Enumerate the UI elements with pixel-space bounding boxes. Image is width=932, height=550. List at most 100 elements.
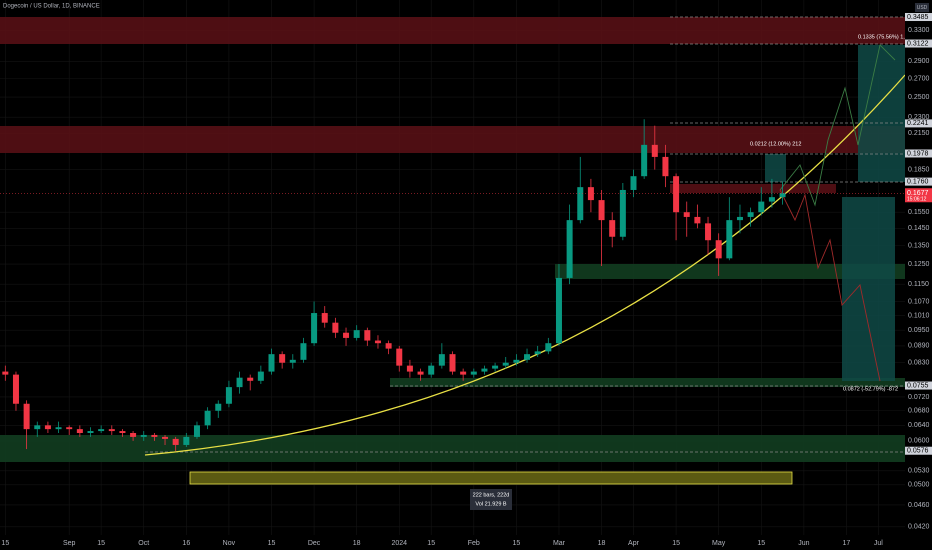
y-tick-label: 0.0890	[908, 343, 930, 350]
candle-body	[215, 403, 222, 411]
level-tag	[905, 39, 932, 48]
y-tick-label: 0.2500	[908, 94, 930, 101]
candle-body	[396, 348, 403, 366]
candle-body	[747, 212, 754, 217]
projection-up	[779, 44, 896, 207]
y-tick-label: 0.0600	[908, 438, 930, 445]
y-tick-label: 0.1250	[908, 261, 930, 268]
trend-curve	[144, 74, 906, 456]
y-tick-label: 0.0830	[908, 360, 930, 367]
candle-body	[428, 365, 435, 375]
x-tick-label: Oct	[138, 540, 149, 547]
y-tick-label: 0.1150	[908, 281, 929, 288]
candle-body	[438, 354, 445, 366]
candle-body	[502, 362, 509, 366]
candle-body	[268, 354, 275, 372]
y-tick-label: 0.0640	[908, 422, 930, 429]
x-tick-label: 15	[512, 540, 520, 547]
candle-body	[257, 371, 264, 381]
x-tick-label: Dec	[308, 540, 321, 547]
candle-body	[119, 431, 126, 433]
position-label: 0.1335 (75.56%) 1,	[858, 34, 905, 40]
x-tick-label: 18	[598, 540, 606, 547]
level-tag-label: 0.1978	[907, 150, 929, 157]
y-tick-label: 0.1070	[908, 298, 930, 305]
level-tag	[905, 381, 932, 390]
y-tick-label: 0.2900	[908, 58, 930, 65]
candle-body	[385, 343, 392, 349]
level-tag-label: 0.3485	[907, 14, 929, 21]
level-lines	[145, 16, 905, 453]
level-tag	[905, 149, 932, 158]
candle-body	[332, 322, 339, 333]
level-tag	[905, 13, 932, 22]
x-tick-label: 17	[843, 540, 851, 547]
resistance-zone	[0, 17, 905, 44]
candle-body	[44, 425, 51, 430]
level-tag	[905, 177, 932, 186]
candle-body	[2, 371, 9, 375]
candle-body	[374, 340, 381, 344]
candle-body	[577, 187, 584, 221]
candle-body	[768, 197, 775, 202]
candle-body	[587, 187, 594, 201]
candle-body	[449, 354, 456, 372]
y-tick-label: 0.1350	[908, 242, 930, 249]
long-position	[765, 154, 786, 182]
candle-body	[534, 351, 541, 355]
candle-body	[460, 371, 467, 375]
currency-box	[915, 3, 929, 12]
candle-body	[66, 427, 73, 430]
level-tag-label: 0.2241	[907, 120, 929, 127]
candle-body	[492, 365, 499, 369]
position-label: 0.0872 (-52.79%) -872	[843, 386, 898, 392]
candle-body	[247, 377, 254, 381]
candle-body	[513, 359, 520, 363]
short-position	[842, 197, 895, 381]
candle-body	[705, 223, 712, 241]
x-tick-label: Nov	[223, 540, 236, 547]
x-tick-label: 15	[757, 540, 765, 547]
candle-body	[779, 193, 786, 198]
x-tick-label: 15	[1, 540, 9, 547]
candle-body	[76, 429, 83, 433]
candle-body	[598, 200, 605, 221]
candle-body	[162, 436, 169, 439]
x-tick-label: 15	[97, 540, 105, 547]
y-tick-label: 0.0420	[908, 524, 930, 531]
candle-body	[183, 436, 190, 445]
candle-body	[417, 371, 424, 375]
x-tick-label: 2024	[391, 540, 407, 547]
candle-body	[23, 403, 30, 430]
candle-body	[662, 156, 669, 177]
x-tick-label: Feb	[468, 540, 480, 547]
candle-body	[108, 429, 115, 432]
y-tick-label: 0.0680	[908, 408, 930, 415]
drawings	[0, 16, 906, 510]
level-tag-label: 0.0576	[907, 448, 929, 455]
resistance-zone	[0, 126, 905, 153]
currency: USD	[917, 5, 928, 11]
candle-body	[481, 368, 488, 372]
y-tick-label: 0.1550	[908, 209, 930, 216]
candle-body	[641, 144, 648, 177]
x-tick-label: Mar	[553, 540, 566, 547]
candle-body	[311, 313, 318, 344]
y-tick-label: 0.1850	[908, 166, 930, 173]
candle-body	[694, 216, 701, 224]
y-tick-label: 0.0530	[908, 468, 930, 475]
candle-body	[651, 144, 658, 157]
candle-body	[236, 377, 243, 388]
y-tick-label: 0.2300	[908, 114, 930, 121]
candle-body	[98, 429, 105, 432]
candle-body	[34, 425, 41, 430]
x-tick-label: May	[712, 540, 726, 547]
price-axis	[905, 0, 932, 550]
countdown: 15:06:12	[907, 197, 927, 203]
y-tick-label: 0.3300	[908, 27, 930, 34]
candle-body	[87, 431, 94, 433]
x-tick-label: 15	[427, 540, 435, 547]
candle-body	[630, 176, 637, 190]
candle-body	[758, 201, 765, 213]
y-tick-label: 0.2150	[908, 130, 930, 137]
